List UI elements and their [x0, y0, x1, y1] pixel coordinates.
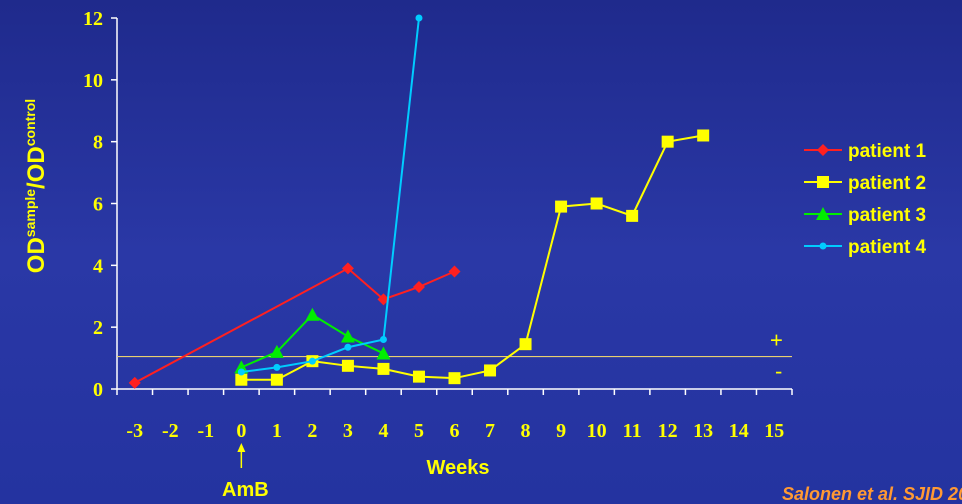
- x-tick-label: 4: [378, 420, 388, 442]
- y-axis-label-od-slash: /OD: [23, 146, 50, 189]
- series-patient-1: [128, 262, 461, 389]
- amb-label: AmB: [222, 479, 269, 501]
- data-point-triangle: [376, 346, 391, 360]
- data-point-square: [412, 370, 425, 383]
- data-point-square: [341, 359, 354, 372]
- data-point-diamond: [128, 376, 141, 389]
- data-point-square: [448, 372, 461, 385]
- data-point-square: [235, 373, 248, 386]
- x-tick-label: 2: [307, 420, 317, 442]
- data-point-square: [590, 197, 603, 210]
- series-line: [241, 17, 420, 373]
- data-point-diamond: [817, 144, 829, 156]
- amb-arrow-head: [237, 443, 246, 452]
- x-tick-label: 15: [764, 420, 784, 442]
- x-tick-label: -1: [197, 420, 214, 442]
- x-tick-label: 12: [658, 420, 678, 442]
- x-tick-label: 6: [450, 420, 460, 442]
- data-point-circle: [308, 357, 316, 365]
- data-point-triangle: [234, 360, 249, 374]
- series-patient-3: [234, 307, 391, 374]
- legend-item: patient 3: [804, 205, 926, 226]
- y-tick-label: 6: [93, 194, 103, 216]
- y-tick-label: 0: [93, 379, 103, 401]
- data-point-circle: [379, 336, 387, 344]
- data-point-diamond: [341, 262, 354, 275]
- data-point-triangle: [340, 329, 355, 343]
- data-point-square: [270, 373, 283, 386]
- y-tick-label: 10: [83, 70, 103, 92]
- axes: [111, 17, 793, 395]
- data-point-square: [519, 338, 532, 351]
- citation-text: Salonen et al. SJID 20: [782, 484, 962, 504]
- data-point-diamond: [377, 293, 390, 306]
- threshold-minus-label: -: [775, 359, 782, 384]
- x-tick-labels: -3 -2 -1 0 1 2 3 4 5 6 7 8 9 10 11 12 13 14 15: [126, 420, 784, 442]
- data-point-square: [555, 200, 568, 213]
- y-axis-label-control: control: [22, 99, 38, 146]
- legend-label: patient 4: [848, 237, 927, 258]
- y-tick-label: 12: [83, 8, 103, 30]
- data-point-circle: [415, 14, 423, 22]
- series-group: [128, 14, 710, 389]
- data-point-circle: [344, 343, 352, 351]
- x-tick-label: 1: [272, 420, 282, 442]
- series-patient-4: [237, 14, 423, 376]
- y-axis-label: ODsample/ODcontrol: [22, 99, 50, 273]
- data-point-square: [484, 364, 497, 377]
- data-point-diamond: [448, 265, 461, 278]
- x-tick-label: 3: [343, 420, 353, 442]
- x-tick-label: -2: [162, 420, 179, 442]
- y-tick-label: 4: [93, 255, 103, 277]
- x-tick-label: 11: [623, 420, 642, 442]
- x-tick-label: 14: [729, 420, 749, 442]
- x-axis-label: Weeks: [426, 457, 489, 479]
- legend-item: patient 4: [804, 237, 927, 258]
- y-axis-label-od: OD: [23, 237, 50, 273]
- y-tick-label: 8: [93, 132, 103, 154]
- data-point-square: [377, 362, 390, 375]
- y-tick-label: 2: [93, 317, 103, 339]
- x-tick-label: 9: [556, 420, 566, 442]
- data-point-circle: [237, 368, 245, 376]
- legend-label: patient 3: [848, 205, 926, 226]
- x-tick-label: 13: [693, 420, 713, 442]
- data-point-square: [817, 176, 829, 188]
- data-point-square: [661, 135, 674, 148]
- legend-label: patient 1: [848, 141, 927, 162]
- series-line: [134, 267, 455, 384]
- amb-annotation: AmB: [222, 443, 269, 501]
- x-tick-label: 0: [236, 420, 246, 442]
- series-line: [241, 134, 704, 381]
- x-tick-label: 8: [521, 420, 531, 442]
- data-point-triangle: [269, 344, 284, 358]
- x-tick-label: -3: [126, 420, 143, 442]
- data-point-triangle: [816, 207, 830, 220]
- legend-item: patient 1: [804, 141, 927, 162]
- legend-label: patient 2: [848, 173, 926, 194]
- data-point-circle: [819, 242, 827, 250]
- data-point-triangle: [305, 307, 320, 321]
- data-point-circle: [273, 363, 281, 371]
- data-point-diamond: [412, 280, 425, 293]
- y-tick-labels: 0 2 4 6 8 10 12: [83, 8, 103, 401]
- y-axis-label-sample: sample: [22, 189, 38, 237]
- threshold-plus-label: +: [770, 328, 783, 353]
- data-point-square: [697, 129, 710, 142]
- legend-item: patient 2: [804, 173, 926, 194]
- x-tick-label: 10: [587, 420, 607, 442]
- x-tick-label: 7: [485, 420, 495, 442]
- legend: patient 1 patient 2 patient 3 patient 4: [804, 141, 927, 258]
- x-tick-label: 5: [414, 420, 424, 442]
- data-point-square: [626, 209, 639, 222]
- series-patient-2: [235, 129, 710, 386]
